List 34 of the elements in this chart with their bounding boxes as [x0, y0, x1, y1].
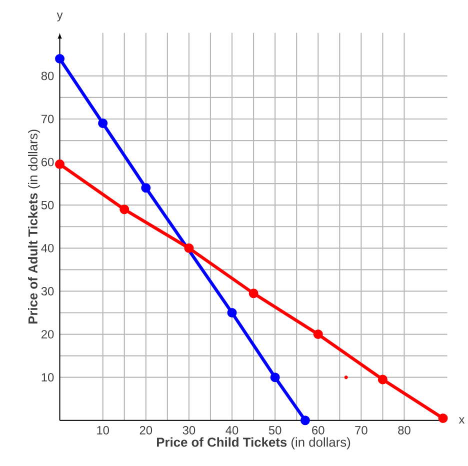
point [55, 159, 65, 169]
point [184, 243, 194, 253]
y-tick-label: 20 [41, 330, 54, 338]
point [438, 413, 448, 423]
x-tick-label: 70 [355, 426, 368, 434]
point [300, 416, 310, 426]
x-tick-label: 80 [398, 426, 410, 434]
text: x [458, 417, 465, 424]
y-tick-label: 60 [42, 158, 54, 166]
y-tick-label: 80 [41, 72, 54, 80]
y-axis-title: Price of Adult Tickets (in dollars) [28, 130, 40, 324]
point [270, 372, 280, 382]
x-tick-label: 20 [140, 426, 152, 434]
x-axis-title: Price of Child Tickets (in dollars) [157, 437, 350, 450]
y-tick-label: 30 [41, 286, 54, 296]
x-tick-label: 40 [226, 426, 238, 434]
y-tick-label: 70 [42, 114, 54, 124]
y-tick-label: 40 [41, 244, 54, 252]
point [227, 308, 237, 318]
point [55, 54, 65, 64]
x-tick-label: 30 [182, 426, 196, 434]
point [313, 329, 323, 339]
y-tick-label: 50 [41, 200, 54, 210]
point [120, 204, 130, 214]
x-tick-label: 50 [268, 426, 282, 434]
y-tick-label: 10 [42, 373, 54, 382]
point [248, 288, 258, 298]
point [344, 375, 348, 380]
point [378, 374, 388, 384]
point [98, 118, 108, 128]
x-tick-label: 60 [312, 426, 324, 434]
point [141, 183, 151, 193]
text: y [56, 12, 63, 22]
x-tick-label: 10 [97, 426, 109, 434]
